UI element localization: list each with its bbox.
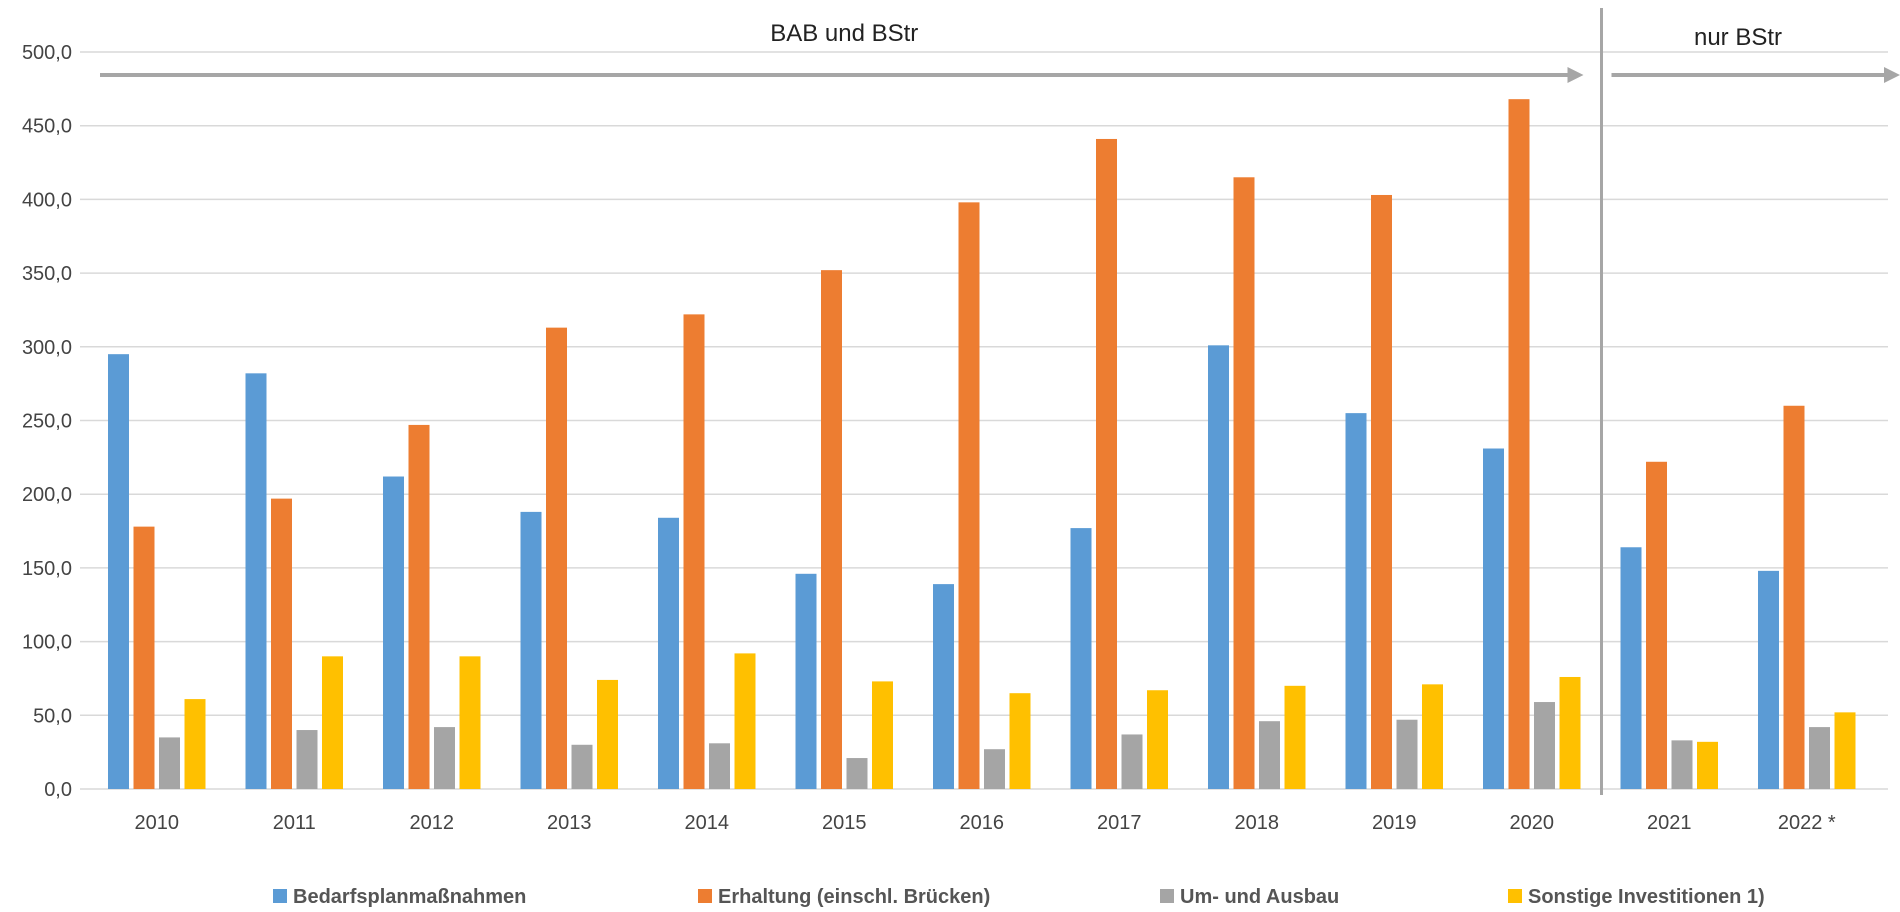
legend-swatch xyxy=(273,889,287,903)
legend-item: Sonstige Investitionen 1) xyxy=(1508,886,1765,908)
x-tick-label: 2022 * xyxy=(1778,812,1836,834)
bar xyxy=(1396,719,1418,789)
bar xyxy=(184,699,206,789)
x-tick-label: 2011 xyxy=(273,812,316,834)
bar xyxy=(846,758,868,789)
period-sections: BAB und BStr nur BStr xyxy=(100,8,1900,795)
bar xyxy=(1070,528,1092,789)
bar xyxy=(546,327,567,789)
bar xyxy=(296,730,318,789)
bar xyxy=(1371,194,1392,789)
bar xyxy=(734,653,756,789)
bar xyxy=(459,656,481,789)
bar xyxy=(1483,448,1504,789)
legend: Bedarfsplanmaßnahmen Erhaltung (einschl. … xyxy=(273,886,1765,908)
x-axis-tick-labels: 2010 2011 2012 2013 2014 2015 2016 2017 2018 2019… xyxy=(135,812,1836,834)
bar xyxy=(1121,734,1143,789)
x-tick-label: 2015 xyxy=(822,812,867,834)
bar xyxy=(795,573,817,789)
bar xyxy=(872,681,893,789)
bar xyxy=(1559,676,1581,789)
legend-item: Um- und Ausbau xyxy=(1160,886,1339,908)
bar xyxy=(571,744,593,789)
y-tick-label: 300,0 xyxy=(22,337,72,359)
x-tick-label: 2017 xyxy=(1097,812,1142,834)
legend-swatch xyxy=(698,889,712,903)
bar xyxy=(597,679,618,789)
bar xyxy=(1233,177,1255,790)
y-tick-label: 0,0 xyxy=(44,779,72,801)
legend-item: Erhaltung (einschl. Brücken) xyxy=(698,886,990,908)
x-tick-label: 2013 xyxy=(547,812,592,834)
bar xyxy=(383,476,404,789)
bar xyxy=(821,270,842,790)
section-label-nur-bstr: nur BStr xyxy=(1694,24,1782,51)
y-tick-label: 150,0 xyxy=(22,558,72,580)
y-tick-label: 400,0 xyxy=(22,189,72,211)
bar xyxy=(709,743,730,789)
bar xyxy=(1697,741,1718,789)
bar xyxy=(1284,685,1306,789)
bar xyxy=(1646,461,1667,789)
legend-label: Erhaltung (einschl. Brücken) xyxy=(718,886,990,908)
y-axis-tick-labels: 0,0 50,0 100,0 150,0 200,0 250,0 300,0 350,0 400… xyxy=(22,42,72,801)
bar xyxy=(520,511,542,789)
bar xyxy=(1671,740,1693,789)
bar xyxy=(1259,721,1280,789)
bar xyxy=(683,314,705,789)
bar xyxy=(1208,345,1229,789)
y-tick-label: 450,0 xyxy=(22,116,72,138)
bar xyxy=(1620,547,1642,789)
bar xyxy=(108,354,129,789)
bar xyxy=(159,737,180,789)
section-arrow-nur-bstr xyxy=(1611,67,1900,83)
bar xyxy=(1834,712,1856,789)
x-tick-label: 2014 xyxy=(685,812,730,834)
legend-label: Sonstige Investitionen 1) xyxy=(1528,886,1765,908)
bar xyxy=(434,727,455,789)
bar xyxy=(933,584,954,789)
bars xyxy=(108,99,1856,790)
y-tick-label: 50,0 xyxy=(33,705,72,727)
bar xyxy=(1422,684,1443,789)
bar xyxy=(1508,99,1530,790)
bar xyxy=(322,656,343,789)
bar xyxy=(408,424,430,789)
bar xyxy=(1809,727,1830,789)
x-tick-label: 2010 xyxy=(135,812,180,834)
bar xyxy=(984,749,1005,789)
bar xyxy=(1345,413,1367,789)
legend-label: Um- und Ausbau xyxy=(1180,886,1339,908)
bar xyxy=(1758,570,1779,789)
y-tick-label: 350,0 xyxy=(22,263,72,285)
section-arrow-bab-und-bstr xyxy=(100,67,1584,83)
x-tick-label: 2016 xyxy=(960,812,1005,834)
legend-swatch xyxy=(1160,889,1174,903)
bar xyxy=(958,202,980,789)
legend-label: Bedarfsplanmaßnahmen xyxy=(293,886,526,908)
gridlines xyxy=(80,51,1888,790)
bar xyxy=(1534,702,1555,789)
legend-swatch xyxy=(1508,889,1522,903)
bar xyxy=(1096,138,1117,789)
bar xyxy=(245,373,267,789)
x-tick-label: 2020 xyxy=(1510,812,1555,834)
x-tick-label: 2019 xyxy=(1372,812,1417,834)
bar xyxy=(1783,405,1805,789)
y-tick-label: 250,0 xyxy=(22,411,72,433)
x-tick-label: 2018 xyxy=(1235,812,1280,834)
y-tick-label: 200,0 xyxy=(22,484,72,506)
y-tick-label: 100,0 xyxy=(22,632,72,654)
x-tick-label: 2021 xyxy=(1647,812,1692,834)
bar xyxy=(271,498,292,789)
section-label-bab-und-bstr: BAB und BStr xyxy=(770,20,918,47)
bar xyxy=(1009,693,1031,789)
y-tick-label: 500,0 xyxy=(22,42,72,64)
x-tick-label: 2012 xyxy=(410,812,455,834)
bar xyxy=(133,526,155,789)
bar xyxy=(658,517,679,789)
bar xyxy=(1147,690,1168,789)
legend-item: Bedarfsplanmaßnahmen xyxy=(273,886,526,908)
